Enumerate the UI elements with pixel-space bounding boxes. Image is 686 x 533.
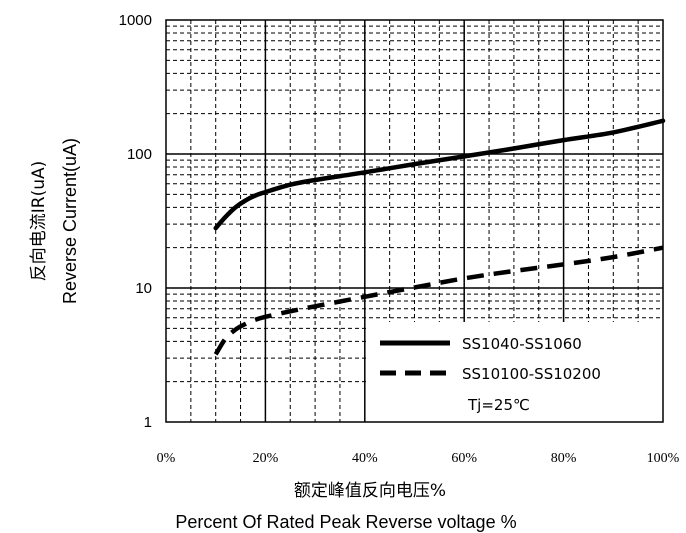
legend-note-temperature: Tj=25℃: [467, 396, 530, 414]
x-tick-label: 80%: [551, 451, 577, 466]
y-axis-label-en: Reverse Current(uA): [60, 138, 80, 304]
y-tick-label: 1000: [119, 12, 152, 29]
x-tick-label: 20%: [253, 451, 279, 466]
x-axis-label-cn: 额定峰值反向电压%: [294, 481, 446, 501]
tick-labels: 0% 20% 40% 60% 80% 100% 1 10 100 1000: [119, 12, 680, 466]
legend-label-series-1: SS1040-SS1060: [462, 335, 582, 353]
x-tick-label: 0%: [157, 451, 176, 466]
y-axis-label-cn: 反向电流IR(uA): [29, 161, 49, 282]
x-tick-label: 40%: [352, 451, 378, 466]
series-line-1: [213, 118, 666, 231]
y-tick-label: 10: [135, 280, 152, 297]
legend-label-series-2: SS10100-SS10200: [462, 365, 601, 383]
y-tick-label: 100: [127, 146, 152, 163]
series-line-2: [213, 245, 664, 356]
x-tick-label: 100%: [647, 451, 680, 466]
x-tick-label: 60%: [451, 451, 477, 466]
plot-frame: [165, 19, 664, 423]
legend: SS1040-SS1060 SS10100-SS10200 Tj=25℃: [368, 322, 662, 422]
series-lines: [213, 118, 666, 356]
x-axis-label-en: Percent Of Rated Peak Reverse voltage %: [175, 512, 516, 532]
y-tick-label: 1: [144, 414, 152, 431]
